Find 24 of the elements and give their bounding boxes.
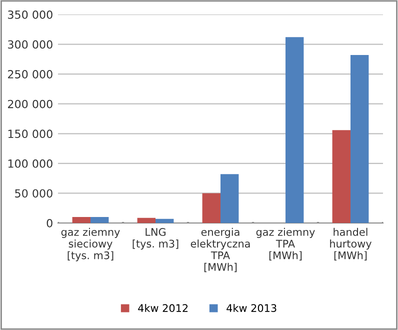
x-tick-label: handel hurtowy [MWh]: [330, 228, 372, 260]
legend-label: 4kw 2013: [226, 304, 276, 312]
bar: [202, 193, 220, 223]
bar: [220, 174, 239, 223]
y-tick-label: 0: [46, 218, 52, 228]
y-tick-label: 250 000: [8, 70, 52, 78]
y-tick-label: 150 000: [8, 130, 52, 138]
legend-label: 4kw 2012: [138, 304, 188, 312]
bar: [350, 55, 369, 223]
x-tick-label: gaz ziemny sieciowy [tys. m3]: [61, 228, 120, 262]
y-tick-label: 200 000: [8, 100, 52, 108]
bar: [286, 37, 304, 223]
x-tick-label: LNG [tys. m3]: [132, 228, 178, 250]
x-tick-label: gaz ziemny TPA [MWh]: [256, 228, 315, 260]
y-tick-label: 100 000: [8, 159, 52, 168]
y-tick-label: 50 000: [15, 189, 52, 198]
bar: [72, 217, 90, 223]
bar: [156, 218, 174, 223]
bar: [137, 218, 156, 223]
y-tick-label: 350 000: [8, 10, 52, 19]
y-tick-label: 300 000: [8, 40, 52, 49]
bar: [332, 130, 350, 223]
bar: [90, 217, 109, 223]
x-tick-label: energia elektryczna TPA [MWh]: [190, 228, 250, 272]
